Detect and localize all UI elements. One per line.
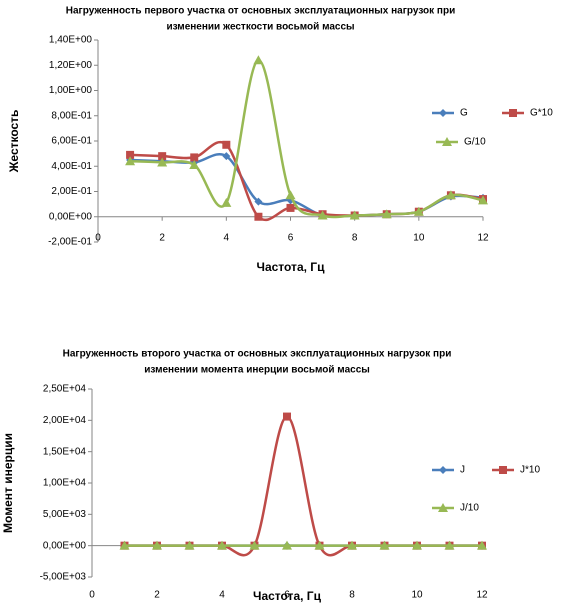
y-tick-label: 1,20E+00 <box>49 60 93 71</box>
y-tick-label: 8,00E-01 <box>51 110 92 121</box>
data-point <box>221 197 232 207</box>
y-tick-label: 6,00E-01 <box>51 136 92 147</box>
x-tick-label: 2 <box>159 233 165 244</box>
chart-title: Нагруженность второго участка от основны… <box>63 349 452 360</box>
data-point <box>222 140 231 149</box>
data-point <box>413 206 424 216</box>
data-point <box>349 210 360 220</box>
y-axis-title: Момент инерции <box>1 433 15 533</box>
data-point <box>381 209 392 219</box>
y-tick-label: 0,00E+00 <box>49 211 93 222</box>
y-tick-label: 1,50E+04 <box>43 446 87 457</box>
x-tick-label: 12 <box>477 233 489 244</box>
data-point <box>217 540 227 550</box>
y-tick-label: 2,00E-01 <box>51 186 92 197</box>
series-line <box>124 415 482 557</box>
legend-marker <box>438 503 448 512</box>
data-point <box>286 203 295 212</box>
y-tick-label: 1,40E+00 <box>49 35 93 46</box>
legend-marker <box>439 466 447 474</box>
data-point <box>125 156 136 166</box>
x-tick-label: 6 <box>284 590 290 601</box>
x-tick-label: 10 <box>413 233 425 244</box>
data-point <box>254 212 263 221</box>
data-point <box>222 152 231 161</box>
data-point <box>283 412 291 421</box>
y-tick-label: 4,00E-01 <box>51 161 92 172</box>
legend-marker <box>509 109 517 117</box>
data-point <box>314 540 325 550</box>
x-axis-title: Частота, Гц <box>257 260 326 274</box>
data-point <box>126 150 135 159</box>
legend-marker <box>442 137 452 146</box>
data-point <box>444 540 455 550</box>
y-tick-label: 1,00E+04 <box>43 478 87 489</box>
data-point <box>347 540 357 550</box>
y-tick-label: 0,00E+00 <box>43 540 87 551</box>
data-point <box>158 152 167 161</box>
x-tick-label: 0 <box>95 233 101 244</box>
series-line <box>130 58 484 219</box>
x-tick-label: 8 <box>352 233 358 244</box>
x-tick-label: 8 <box>349 590 355 601</box>
data-point <box>249 540 260 550</box>
chart-title: изменении момента инерции восьмой массы <box>144 365 370 376</box>
data-point <box>478 195 488 205</box>
x-tick-label: 6 <box>288 233 294 244</box>
y-tick-label: 1,00E+00 <box>49 85 93 96</box>
legend-label: G/10 <box>464 137 486 148</box>
x-tick-label: 10 <box>411 590 423 601</box>
data-point <box>189 159 200 169</box>
x-tick-label: 2 <box>154 590 160 601</box>
data-point <box>253 55 264 65</box>
y-tick-label: -5,00E+03 <box>40 572 87 583</box>
data-point <box>152 540 162 550</box>
data-point <box>254 197 263 206</box>
x-tick-label: 0 <box>89 590 95 601</box>
legend-marker <box>499 466 507 474</box>
data-point <box>379 540 390 550</box>
data-point <box>184 540 195 550</box>
y-tick-label: 5,00E+03 <box>43 509 87 520</box>
x-tick-label: 4 <box>224 233 230 244</box>
chart-title: Нагруженность первого участка от основны… <box>66 6 455 17</box>
data-point <box>190 153 199 162</box>
legend-label: G <box>460 108 468 119</box>
data-point <box>445 190 456 200</box>
legend-marker <box>439 109 447 117</box>
legend-label: J*10 <box>520 465 540 476</box>
y-tick-label: -2,00E-01 <box>48 237 92 248</box>
y-tick-label: 2,50E+04 <box>43 384 87 395</box>
data-point <box>412 540 422 550</box>
y-axis-title: Жесткость <box>7 110 21 174</box>
x-axis-title: Частота, Гц <box>253 589 322 603</box>
legend-label: J/10 <box>460 503 479 514</box>
data-point <box>119 540 130 550</box>
data-point <box>285 190 296 200</box>
data-point <box>157 157 168 167</box>
y-tick-label: 2,00E+04 <box>43 415 87 426</box>
legend-label: J <box>460 465 465 476</box>
chart-title: изменении жесткости восьмой массы <box>166 22 354 33</box>
data-point <box>477 540 487 550</box>
legend-label: G*10 <box>530 108 553 119</box>
data-point <box>282 540 292 550</box>
x-tick-label: 12 <box>476 590 488 601</box>
data-point <box>317 210 328 220</box>
x-tick-label: 4 <box>219 590 225 601</box>
